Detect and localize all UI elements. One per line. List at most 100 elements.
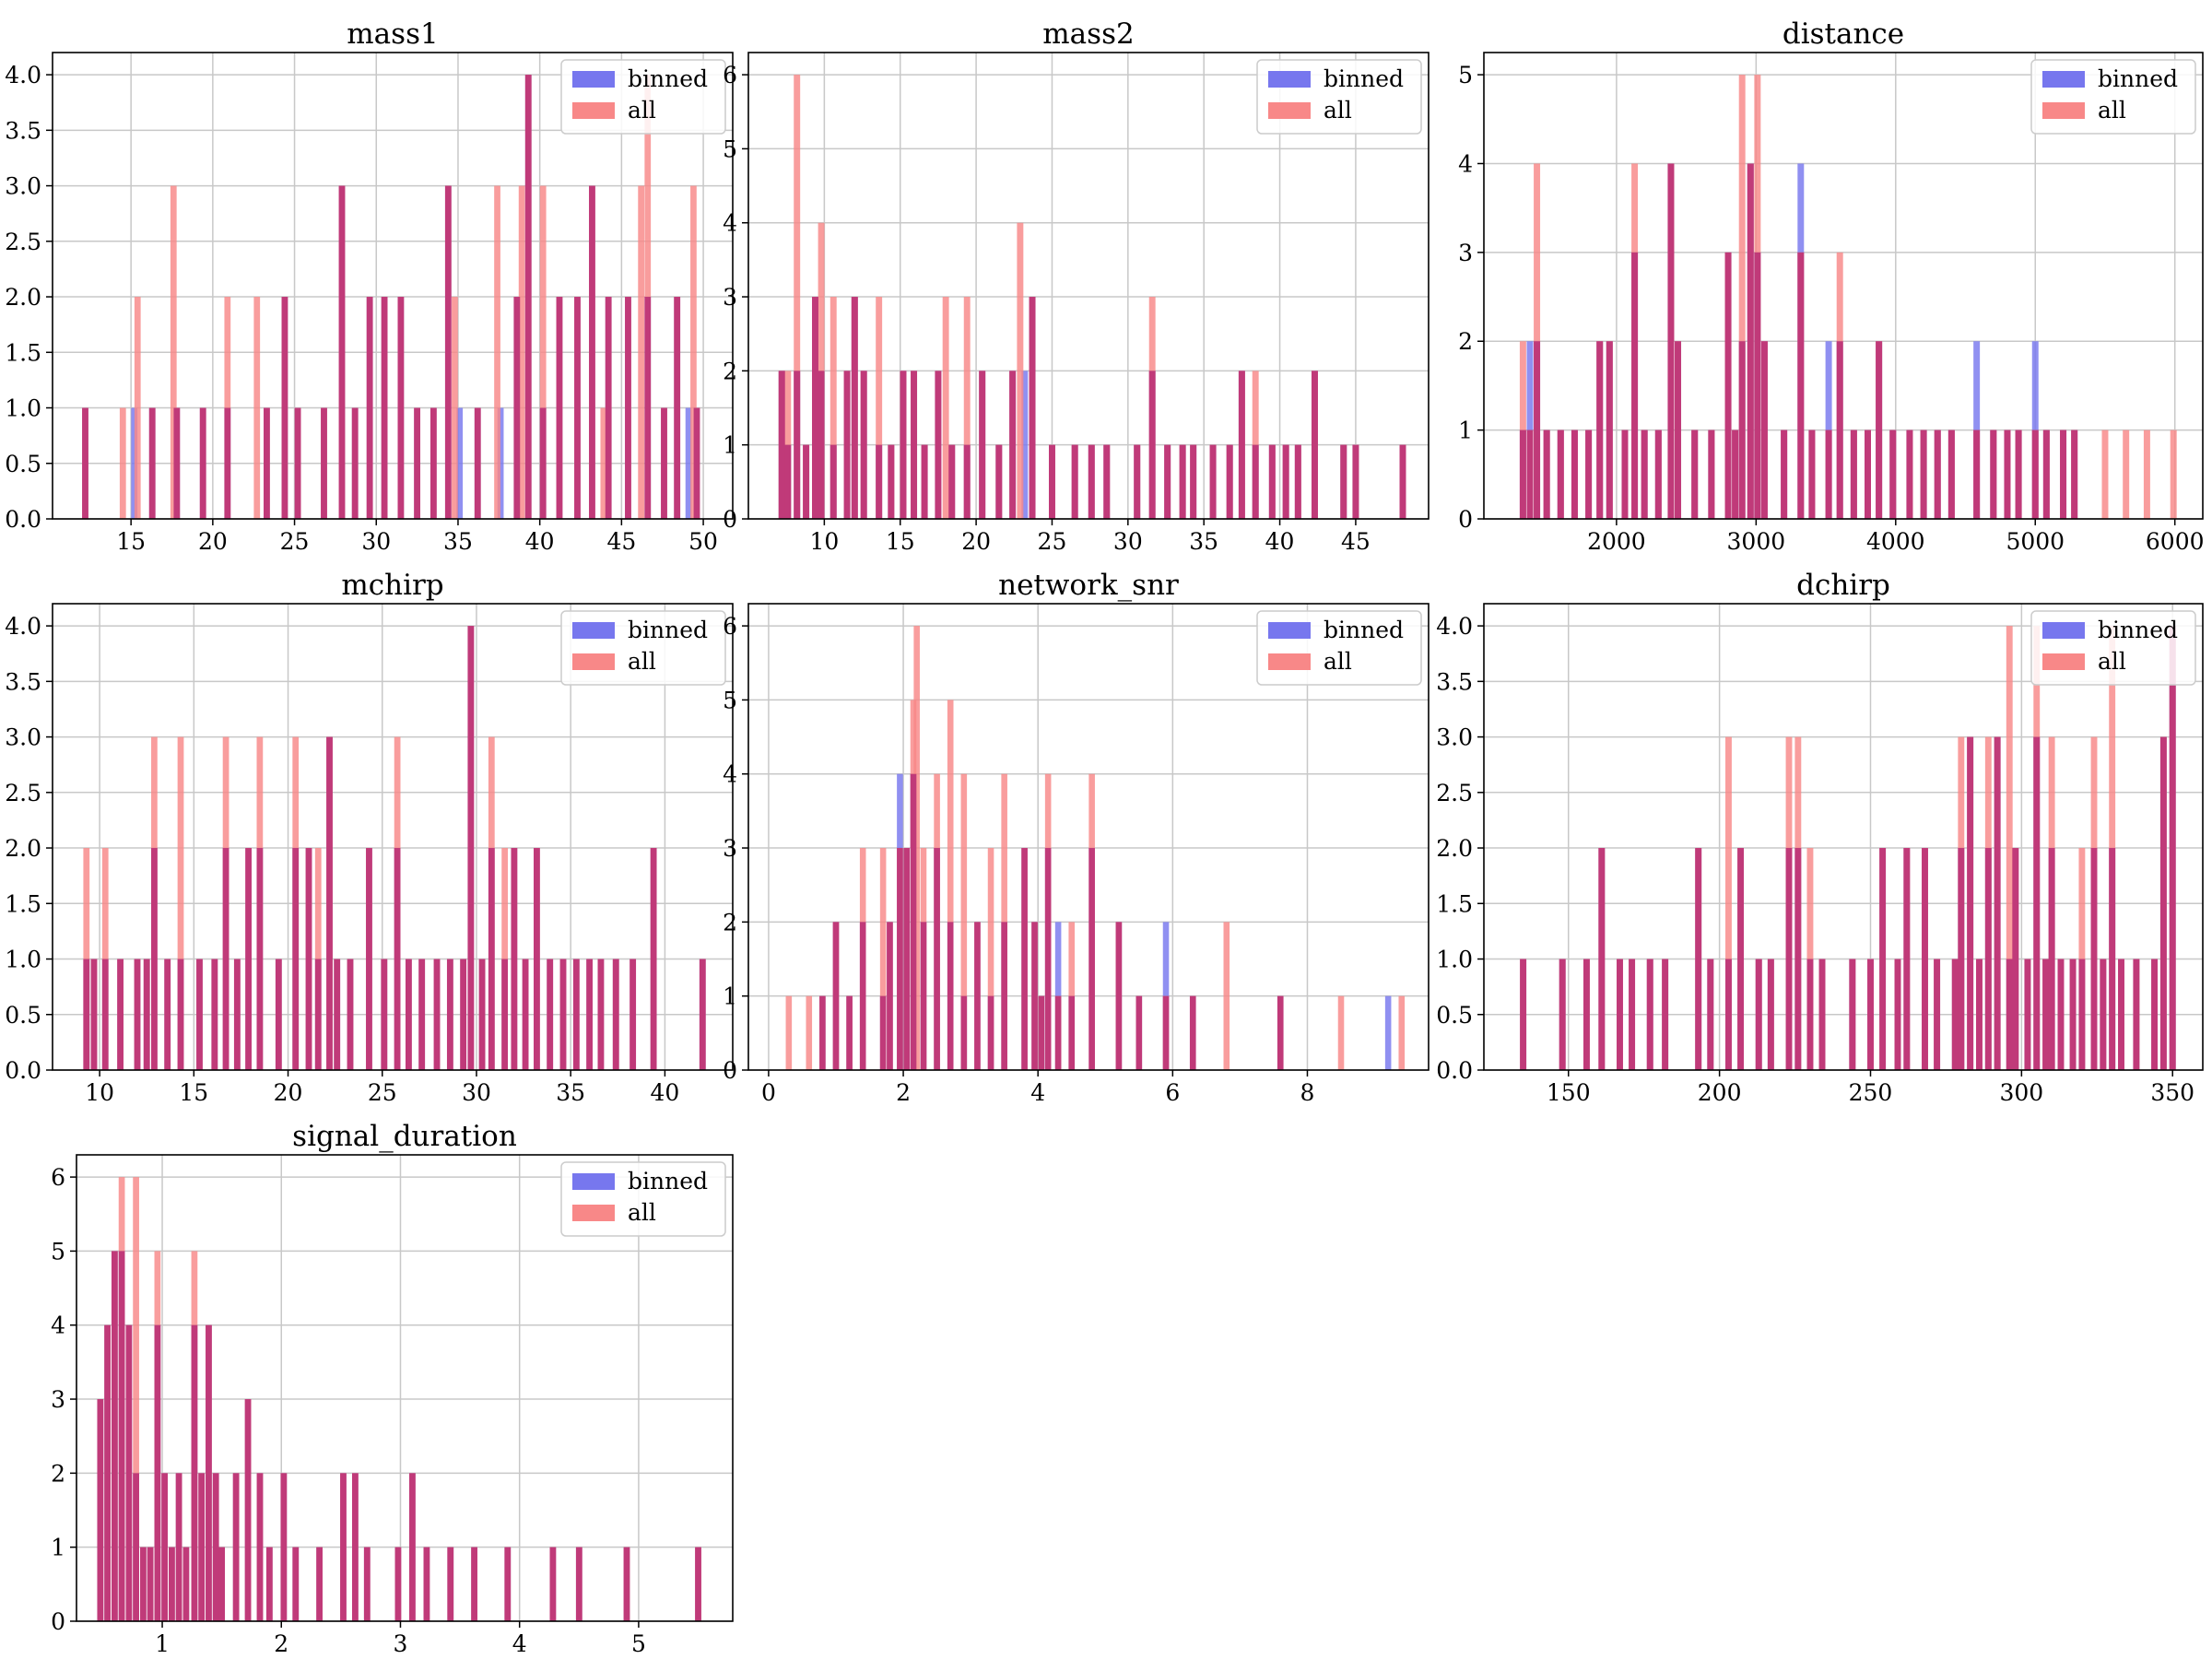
bar-all [963,297,971,519]
bar-overlap [314,959,322,1070]
y-tick-label: 6 [723,613,737,640]
bar-all [806,995,813,1070]
bar-overlap [2042,959,2050,1070]
legend-swatch-binned [2042,622,2085,639]
bar-overlap [699,959,706,1070]
bar-all [690,185,697,520]
bar-overlap [147,1547,154,1621]
bar-binned [131,407,138,519]
bar-overlap [589,185,595,520]
bar-overlap [1850,429,1857,519]
bar-overlap [897,848,903,1070]
bar-overlap [191,1324,198,1621]
bar-overlap [1976,959,1983,1070]
bar-overlap [695,1547,701,1621]
bar-overlap [198,1473,206,1621]
bar-overlap [1973,429,1981,519]
bar-binned [497,407,504,519]
bar-all [913,626,920,1070]
bar-overlap [1054,995,1062,1070]
subplot-title: mass2 [1042,18,1134,51]
bar-overlap [851,297,858,519]
bar-overlap [1894,959,1901,1070]
bar-overlap [879,995,887,1070]
bar-overlap [1797,252,1805,519]
bar-overlap [1879,848,1887,1070]
bar-overlap [1889,429,1897,519]
x-tick-label: 15 [116,528,146,555]
y-tick-label: 0.5 [1436,1002,1473,1029]
bar-overlap [1695,848,1702,1070]
bar-all [2101,429,2109,519]
bar-overlap [264,407,270,519]
bar-overlap [281,297,288,519]
y-tick-label: 0.0 [5,506,41,533]
bar-overlap [995,444,1003,519]
bar-overlap [1399,444,1406,519]
bar-overlap [244,1399,252,1621]
legend-label-all: all [628,648,656,675]
bar-overlap [1984,848,1992,1070]
y-tick-label: 4.0 [5,62,41,88]
bar-overlap [1707,959,1714,1070]
bar-overlap [2024,959,2031,1070]
bar-overlap [1621,429,1629,519]
bar-overlap [784,444,792,519]
bar-overlap [134,959,141,1070]
bar-overlap [352,1473,359,1621]
bar-overlap [2006,959,2013,1070]
bar-overlap [1947,429,1955,519]
bar-overlap [397,297,405,519]
bar-overlap [125,1324,133,1621]
x-tick-label: 6000 [2146,528,2205,555]
y-tick-label: 5 [51,1238,65,1265]
bar-overlap [832,922,840,1070]
bar-overlap [1519,429,1526,519]
bar-overlap [674,297,681,519]
y-tick-label: 0 [723,506,737,533]
x-tick-label: 6 [1165,1079,1180,1106]
bar-overlap [605,297,612,519]
bar-overlap [511,848,518,1070]
bar-overlap [199,407,206,519]
bar-overlap [1031,922,1038,1070]
bar-overlap [1617,959,1623,1070]
legend-swatch-all [572,653,615,670]
bar-overlap [334,959,341,1070]
bar-overlap [140,1547,147,1621]
bar-all [494,185,500,520]
bar-overlap [433,959,441,1070]
x-tick-label: 10 [809,528,839,555]
legend-swatch-all [1268,102,1311,119]
legend: binned all [2030,610,2196,686]
bar-overlap [819,995,826,1070]
bar-overlap [233,959,241,1070]
bar-overlap [1164,444,1171,519]
y-tick-label: 3.5 [1436,668,1473,695]
bar-overlap [644,297,652,519]
bar-overlap [1994,736,2001,1070]
bar-overlap [294,407,301,519]
bar-overlap [222,848,229,1070]
legend-label-binned: binned [1324,65,1404,92]
x-tick-label: 50 [688,528,718,555]
bar-overlap [1583,959,1590,1070]
bar-overlap [444,185,452,520]
legend-label-binned: binned [2098,65,2178,92]
bar-overlap [351,407,359,519]
bar-overlap [104,1324,111,1621]
bar-overlap [321,407,327,519]
bar-overlap [488,848,495,1070]
x-tick-label: 20 [961,528,991,555]
bar-overlap [1958,848,1965,1070]
bar-all [794,75,801,519]
bar-overlap [846,995,853,1070]
x-tick-label: 4 [1030,1079,1045,1106]
y-tick-label: 2 [1458,328,1473,355]
bar-overlap [1179,444,1186,519]
bar-overlap [559,959,567,1070]
x-tick-label: 4 [512,1630,527,1657]
bar-overlap [1088,848,1095,1070]
bar-overlap [2109,848,2116,1070]
bar-all [452,297,458,519]
